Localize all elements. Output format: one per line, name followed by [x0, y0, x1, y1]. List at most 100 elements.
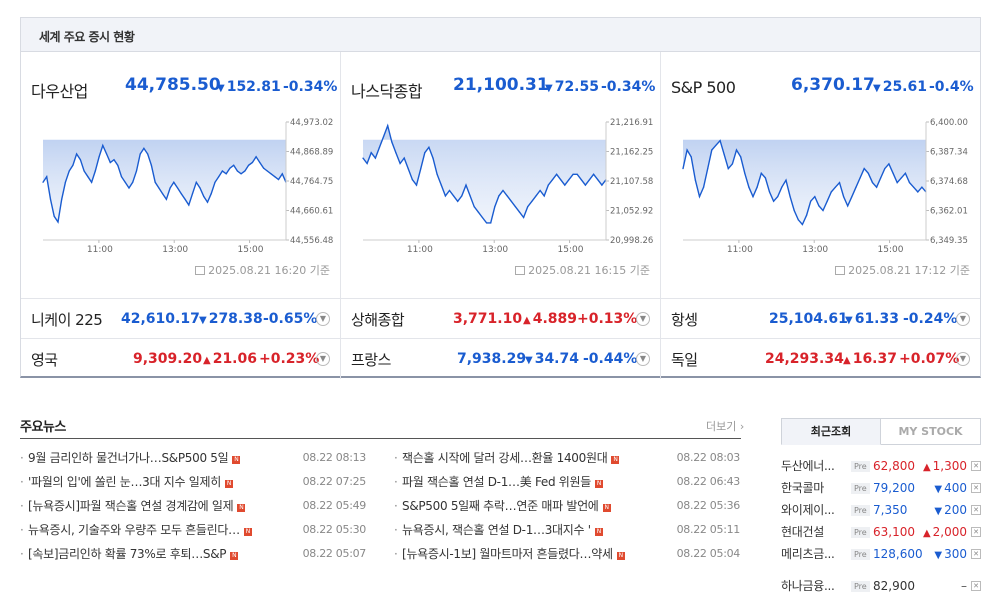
news-item[interactable]: · [속보]금리인하 확률 73%로 후퇴…S&P N 08.22 05:07 [20, 542, 366, 566]
news-more-link[interactable]: 더보기 › [706, 420, 745, 433]
expand-icon[interactable]: ▼ [956, 352, 970, 366]
y-tick-label: 44,660.61 [290, 207, 333, 217]
chart-cell-sp500[interactable]: S&P 500 6,370.17 ▼ 25.61 -0.4% 6,400.00 6,… [661, 52, 980, 298]
grid-cell-uk[interactable]: 영국 9,309.20 ▲ 21.06 +0.23% ▼ [21, 339, 341, 379]
news-item[interactable]: · [뉴욕증시-1보] 월마트마저 흔들렸다…약세 N 08.22 05:04 [394, 542, 740, 566]
grid-cell-france[interactable]: 프랑스 7,938.29 ▼ 34.74 -0.44% ▼ [341, 339, 661, 379]
chart-point [756, 186, 758, 188]
chart-point [518, 211, 521, 213]
stock-name[interactable]: 와이제이... [781, 503, 835, 517]
chart-point [847, 205, 849, 207]
news-title[interactable]: 파월 잭슨홀 연설 D-1…美 Fed 위원들 [402, 475, 592, 489]
recent-item[interactable]: 한국콜마 Pre 79,200 ▼ 400 ✕ [781, 477, 981, 499]
up-triangle-icon: ▲ [922, 528, 931, 539]
index-name: 다우산업 [31, 82, 88, 101]
chart-point [147, 153, 149, 155]
chart-cell-nasdaq[interactable]: 나스닥종합 21,100.31 ▼ 72.55 -0.34% 21,216.91 2… [341, 52, 661, 298]
news-item[interactable]: · 뉴욕증시, 기술주와 우량주 모두 흔들린다… N 08.22 05:30 [20, 518, 366, 542]
chart-point [169, 187, 171, 189]
news-item[interactable]: · S&P500 5일째 추락…연준 매파 발언에 N 08.22 05:36 [394, 494, 740, 518]
news-title[interactable]: 9월 금리인하 물건너가나…S&P500 5일 [28, 451, 229, 465]
stock-name[interactable]: 하나금융... [781, 579, 835, 593]
chart-point [477, 211, 479, 213]
chart-point [838, 182, 841, 184]
news-item[interactable]: · 파월 잭슨홀 연설 D-1…美 Fed 위원들 N 08.22 06:43 [394, 470, 740, 494]
grid-cell-germany[interactable]: 독일 24,293.34 ▲ 16.37 +0.07% ▼ [661, 339, 980, 379]
recent-item[interactable]: 하나금융... Pre 82,900 – ✕ [781, 575, 981, 597]
news-title[interactable]: [뉴욕증시-1보] 월마트마저 흔들렸다…약세 [402, 547, 613, 561]
stock-name[interactable]: 두산에너... [781, 459, 835, 473]
tab-my-stock[interactable]: MY STOCK [881, 418, 981, 445]
news-item[interactable]: · 9월 금리인하 물건너가나…S&P500 5일 N 08.22 08:13 [20, 446, 366, 470]
chart-point [128, 187, 130, 189]
news-item[interactable]: · [뉴욕증시]파월 잭슨홀 연설 경계감에 일제 N 08.22 05:49 [20, 494, 366, 518]
close-icon[interactable]: ✕ [971, 461, 981, 471]
expand-icon[interactable]: ▼ [956, 312, 970, 326]
expand-icon[interactable]: ▼ [316, 352, 330, 366]
chart-point [374, 157, 376, 159]
index-name: 상해종합 [351, 311, 405, 329]
chart-point [760, 172, 762, 174]
news-title[interactable]: '파월의 입'에 쏠린 눈…3대 지수 일제히 [28, 475, 221, 489]
news-date: 08.22 05:11 [676, 523, 741, 536]
news-title[interactable]: 잭슨홀 시작에 달러 강세…환율 1400원대 [402, 451, 608, 465]
close-icon[interactable]: ✕ [971, 505, 981, 515]
close-icon[interactable]: ✕ [971, 527, 981, 537]
grid-cell-nikkei[interactable]: 니케이 225 42,610.17 ▼ 278.38 -0.65% ▼ [21, 299, 341, 339]
chart-point [53, 215, 55, 217]
chart-point [908, 182, 911, 184]
up-triangle-icon: ▲ [843, 355, 851, 366]
chart-point [556, 173, 558, 175]
chart-point [527, 206, 529, 208]
close-icon[interactable]: ✕ [971, 483, 981, 493]
tab-recent[interactable]: 최근조회 [781, 418, 881, 445]
news-title[interactable]: [뉴욕증시]파월 잭슨홀 연설 경계감에 일제 [28, 499, 234, 513]
news-date: 08.22 08:13 [302, 451, 367, 464]
close-icon[interactable]: ✕ [971, 581, 981, 591]
chart-point [428, 146, 430, 148]
pre-badge: Pre [851, 461, 870, 472]
stock-price: 7,350 [873, 503, 908, 517]
chart-point [694, 179, 696, 181]
grid-cell-hangseng[interactable]: 항셍 25,104.61 ▼ 61.33 -0.24% ▼ [661, 299, 980, 339]
chart-point [719, 140, 721, 142]
index-grid: 니케이 225 42,610.17 ▼ 278.38 -0.65% ▼ 상해종합 … [21, 298, 980, 379]
chart-cell-dow[interactable]: 다우산업 44,785.50 ▼ 152.81 -0.34% 44,973.02 4… [21, 52, 341, 298]
chart-point [686, 149, 688, 151]
expand-icon[interactable]: ▼ [636, 312, 650, 326]
chart-point [884, 168, 886, 170]
chart-point [867, 172, 869, 174]
stock-name[interactable]: 메리츠금... [781, 547, 835, 561]
grid-cell-shanghai[interactable]: 상해종합 3,771.10 ▲ 4.889 +0.13% ▼ [341, 299, 661, 339]
index-change: ▼ 34.74 [525, 351, 579, 367]
chart-point [180, 193, 182, 195]
chart-point [83, 170, 85, 172]
stock-name[interactable]: 현대건설 [781, 525, 824, 539]
news-item[interactable]: · '파월의 입'에 쏠린 눈…3대 지수 일제히 N 08.22 07:25 [20, 470, 366, 494]
stock-name[interactable]: 한국콜마 [781, 481, 824, 495]
chart-point [789, 196, 791, 198]
chart-point [432, 157, 434, 159]
news-item[interactable]: · 잭슨홀 시작에 달러 강세…환율 1400원대 N 08.22 08:03 [394, 446, 740, 470]
news-title[interactable]: S&P500 5일째 추락…연준 매파 발언에 [402, 499, 599, 513]
recent-item[interactable]: 현대건설 Pre 63,100 ▲ 2,000 ✕ [781, 521, 981, 543]
chart-point [494, 206, 496, 208]
recent-item[interactable]: 메리츠금... Pre 128,600 ▼ 300 ✕ [781, 543, 981, 565]
chart-point [366, 162, 368, 165]
grid-row: 니케이 225 42,610.17 ▼ 278.38 -0.65% ▼ 상해종합 … [21, 298, 980, 339]
expand-icon[interactable]: ▼ [636, 352, 650, 366]
chart-point [251, 161, 253, 164]
recent-item[interactable]: 두산에너... Pre 62,800 ▲ 1,300 ✕ [781, 455, 981, 477]
news-list-right: · 잭슨홀 시작에 달러 강세…환율 1400원대 N 08.22 08:03 · 파월… [394, 446, 740, 566]
recent-item[interactable]: 와이제이... Pre 7,350 ▼ 200 ✕ [781, 499, 981, 521]
close-icon[interactable]: ✕ [971, 549, 981, 559]
chart-point [543, 195, 545, 197]
news-title[interactable]: 뉴욕증시, 기술주와 우량주 모두 흔들린다… [28, 523, 240, 537]
news-title[interactable]: [속보]금리인하 확률 73%로 후퇴…S&P [28, 547, 227, 561]
chart-point [752, 196, 754, 198]
news-title[interactable]: 뉴욕증시, 잭슨홀 연설 D-1…3대지수 ' [402, 523, 591, 537]
expand-icon[interactable]: ▼ [316, 312, 330, 326]
chart-point [773, 200, 775, 202]
news-item[interactable]: · 뉴욕증시, 잭슨홀 연설 D-1…3대지수 ' N 08.22 05:11 [394, 518, 740, 542]
chart-point [888, 163, 890, 165]
